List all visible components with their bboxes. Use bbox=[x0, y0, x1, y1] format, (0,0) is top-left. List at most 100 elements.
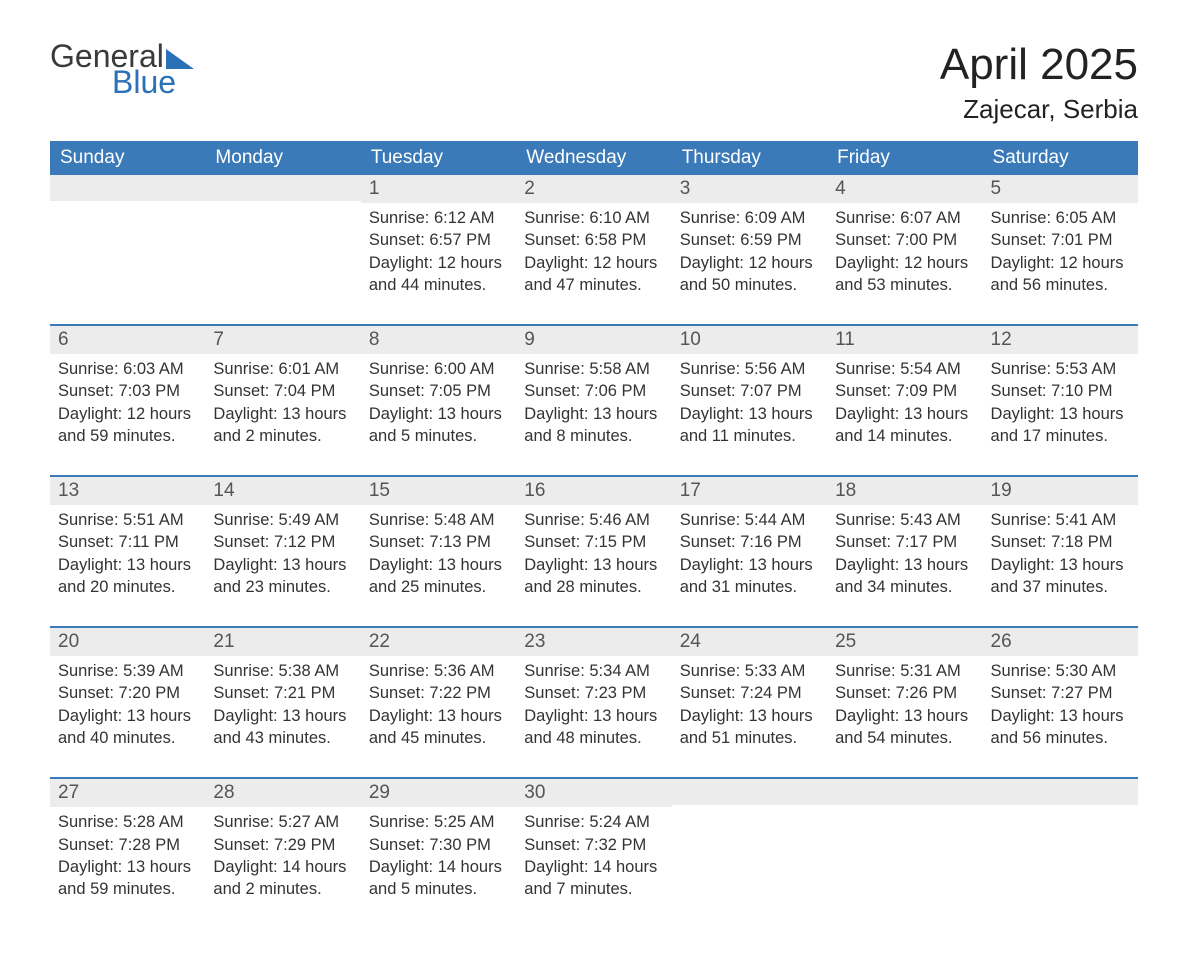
calendar-day-cell: 15Sunrise: 5:48 AMSunset: 7:13 PMDayligh… bbox=[361, 476, 516, 627]
daylight-line: Daylight: 14 hours and 2 minutes. bbox=[213, 856, 352, 901]
sunrise-line: Sunrise: 5:28 AM bbox=[58, 811, 197, 833]
day-details: Sunrise: 5:31 AMSunset: 7:26 PMDaylight:… bbox=[827, 656, 982, 777]
day-number: 10 bbox=[672, 326, 827, 354]
daylight-line: Daylight: 12 hours and 44 minutes. bbox=[369, 252, 508, 297]
sunset-line: Sunset: 7:28 PM bbox=[58, 834, 197, 856]
daylight-line: Daylight: 13 hours and 59 minutes. bbox=[58, 856, 197, 901]
brand-line2: Blue bbox=[112, 66, 194, 98]
day-details: Sunrise: 6:12 AMSunset: 6:57 PMDaylight:… bbox=[361, 203, 516, 324]
daylight-line: Daylight: 13 hours and 14 minutes. bbox=[835, 403, 974, 448]
sunset-line: Sunset: 7:00 PM bbox=[835, 229, 974, 251]
daylight-line: Daylight: 14 hours and 7 minutes. bbox=[524, 856, 663, 901]
day-details: Sunrise: 6:10 AMSunset: 6:58 PMDaylight:… bbox=[516, 203, 671, 324]
sunrise-line: Sunrise: 6:03 AM bbox=[58, 358, 197, 380]
day-number bbox=[983, 779, 1138, 805]
sunrise-line: Sunrise: 5:36 AM bbox=[369, 660, 508, 682]
daylight-line: Daylight: 13 hours and 48 minutes. bbox=[524, 705, 663, 750]
sunrise-line: Sunrise: 5:34 AM bbox=[524, 660, 663, 682]
daylight-line: Daylight: 13 hours and 25 minutes. bbox=[369, 554, 508, 599]
sunrise-line: Sunrise: 5:24 AM bbox=[524, 811, 663, 833]
daylight-line: Daylight: 13 hours and 56 minutes. bbox=[991, 705, 1130, 750]
day-number: 24 bbox=[672, 628, 827, 656]
sunrise-line: Sunrise: 5:46 AM bbox=[524, 509, 663, 531]
sunrise-line: Sunrise: 5:44 AM bbox=[680, 509, 819, 531]
day-number: 28 bbox=[205, 779, 360, 807]
weekday-heading: Thursday bbox=[672, 141, 827, 175]
day-details: Sunrise: 6:03 AMSunset: 7:03 PMDaylight:… bbox=[50, 354, 205, 475]
day-number bbox=[672, 779, 827, 805]
daylight-line: Daylight: 13 hours and 40 minutes. bbox=[58, 705, 197, 750]
day-details: Sunrise: 5:36 AMSunset: 7:22 PMDaylight:… bbox=[361, 656, 516, 777]
sunset-line: Sunset: 6:59 PM bbox=[680, 229, 819, 251]
calendar-body: 1Sunrise: 6:12 AMSunset: 6:57 PMDaylight… bbox=[50, 175, 1138, 928]
day-number: 11 bbox=[827, 326, 982, 354]
sunset-line: Sunset: 7:17 PM bbox=[835, 531, 974, 553]
day-details: Sunrise: 5:46 AMSunset: 7:15 PMDaylight:… bbox=[516, 505, 671, 626]
day-details bbox=[205, 201, 360, 301]
day-number: 16 bbox=[516, 477, 671, 505]
day-details: Sunrise: 6:07 AMSunset: 7:00 PMDaylight:… bbox=[827, 203, 982, 324]
day-number bbox=[827, 779, 982, 805]
day-details: Sunrise: 5:56 AMSunset: 7:07 PMDaylight:… bbox=[672, 354, 827, 475]
sunset-line: Sunset: 7:18 PM bbox=[991, 531, 1130, 553]
sunset-line: Sunset: 7:20 PM bbox=[58, 682, 197, 704]
calendar-day-cell: 8 Sunrise: 6:00 AMSunset: 7:05 PMDaylight… bbox=[361, 325, 516, 476]
day-details: Sunrise: 5:39 AMSunset: 7:20 PMDaylight:… bbox=[50, 656, 205, 777]
sunset-line: Sunset: 7:03 PM bbox=[58, 380, 197, 402]
sunrise-line: Sunrise: 5:56 AM bbox=[680, 358, 819, 380]
day-number: 3 bbox=[672, 175, 827, 203]
calendar-day-cell: 23Sunrise: 5:34 AMSunset: 7:23 PMDayligh… bbox=[516, 627, 671, 778]
day-details: Sunrise: 5:54 AMSunset: 7:09 PMDaylight:… bbox=[827, 354, 982, 475]
sunrise-line: Sunrise: 5:30 AM bbox=[991, 660, 1130, 682]
day-number: 5 bbox=[983, 175, 1138, 203]
day-details: Sunrise: 5:43 AMSunset: 7:17 PMDaylight:… bbox=[827, 505, 982, 626]
day-number: 15 bbox=[361, 477, 516, 505]
daylight-line: Daylight: 13 hours and 8 minutes. bbox=[524, 403, 663, 448]
daylight-line: Daylight: 13 hours and 54 minutes. bbox=[835, 705, 974, 750]
sunrise-line: Sunrise: 6:00 AM bbox=[369, 358, 508, 380]
month-title: April 2025 bbox=[940, 40, 1138, 90]
day-details: Sunrise: 5:44 AMSunset: 7:16 PMDaylight:… bbox=[672, 505, 827, 626]
daylight-line: Daylight: 12 hours and 47 minutes. bbox=[524, 252, 663, 297]
calendar-day-cell: 17Sunrise: 5:44 AMSunset: 7:16 PMDayligh… bbox=[672, 476, 827, 627]
daylight-line: Daylight: 12 hours and 56 minutes. bbox=[991, 252, 1130, 297]
sunrise-line: Sunrise: 5:25 AM bbox=[369, 811, 508, 833]
sunset-line: Sunset: 7:21 PM bbox=[213, 682, 352, 704]
calendar-header-row: Sunday Monday Tuesday Wednesday Thursday… bbox=[50, 141, 1138, 175]
sunrise-line: Sunrise: 5:27 AM bbox=[213, 811, 352, 833]
title-block: April 2025 Zajecar, Serbia bbox=[940, 40, 1138, 125]
location-label: Zajecar, Serbia bbox=[940, 94, 1138, 125]
sunrise-line: Sunrise: 5:41 AM bbox=[991, 509, 1130, 531]
daylight-line: Daylight: 13 hours and 34 minutes. bbox=[835, 554, 974, 599]
sunset-line: Sunset: 7:16 PM bbox=[680, 531, 819, 553]
weekday-heading: Friday bbox=[827, 141, 982, 175]
calendar-day-cell: 5Sunrise: 6:05 AMSunset: 7:01 PMDaylight… bbox=[983, 175, 1138, 325]
calendar-day-cell: 25Sunrise: 5:31 AMSunset: 7:26 PMDayligh… bbox=[827, 627, 982, 778]
sunset-line: Sunset: 7:01 PM bbox=[991, 229, 1130, 251]
daylight-line: Daylight: 13 hours and 28 minutes. bbox=[524, 554, 663, 599]
day-number bbox=[50, 175, 205, 201]
calendar-week-row: 1Sunrise: 6:12 AMSunset: 6:57 PMDaylight… bbox=[50, 175, 1138, 325]
calendar-day-cell: 2Sunrise: 6:10 AMSunset: 6:58 PMDaylight… bbox=[516, 175, 671, 325]
daylight-line: Daylight: 13 hours and 5 minutes. bbox=[369, 403, 508, 448]
day-details: Sunrise: 5:33 AMSunset: 7:24 PMDaylight:… bbox=[672, 656, 827, 777]
calendar-day-cell: 24Sunrise: 5:33 AMSunset: 7:24 PMDayligh… bbox=[672, 627, 827, 778]
sunset-line: Sunset: 7:13 PM bbox=[369, 531, 508, 553]
sunrise-line: Sunrise: 5:33 AM bbox=[680, 660, 819, 682]
calendar-day-cell bbox=[50, 175, 205, 325]
day-number: 2 bbox=[516, 175, 671, 203]
sunrise-line: Sunrise: 5:49 AM bbox=[213, 509, 352, 531]
sunset-line: Sunset: 7:09 PM bbox=[835, 380, 974, 402]
calendar-day-cell: 6Sunrise: 6:03 AMSunset: 7:03 PMDaylight… bbox=[50, 325, 205, 476]
day-number: 18 bbox=[827, 477, 982, 505]
sunrise-line: Sunrise: 5:51 AM bbox=[58, 509, 197, 531]
calendar-day-cell: 21Sunrise: 5:38 AMSunset: 7:21 PMDayligh… bbox=[205, 627, 360, 778]
day-details: Sunrise: 5:24 AMSunset: 7:32 PMDaylight:… bbox=[516, 807, 671, 928]
day-number: 23 bbox=[516, 628, 671, 656]
day-number: 13 bbox=[50, 477, 205, 505]
calendar-day-cell: 7Sunrise: 6:01 AMSunset: 7:04 PMDaylight… bbox=[205, 325, 360, 476]
sunset-line: Sunset: 7:05 PM bbox=[369, 380, 508, 402]
day-number: 8 bbox=[361, 326, 516, 354]
weekday-heading: Wednesday bbox=[516, 141, 671, 175]
day-details: Sunrise: 5:25 AMSunset: 7:30 PMDaylight:… bbox=[361, 807, 516, 928]
